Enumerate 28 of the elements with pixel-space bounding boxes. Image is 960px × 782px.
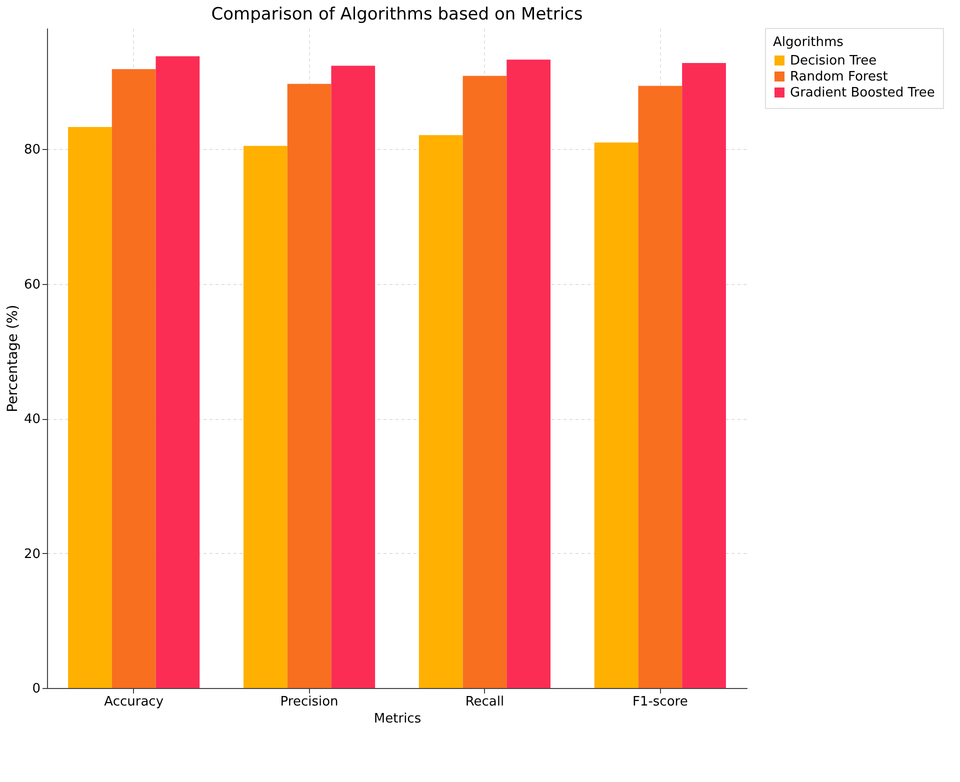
bar xyxy=(156,56,200,688)
chart-title: Comparison of Algorithms based on Metrics xyxy=(211,4,583,24)
legend-title: Algorithms xyxy=(773,35,844,50)
y-tick-label: 0 xyxy=(32,682,40,696)
x-axis-title: Metrics xyxy=(374,712,422,726)
bar xyxy=(638,86,682,688)
y-axis-title: Percentage (%) xyxy=(4,304,21,412)
y-tick-label: 40 xyxy=(24,412,40,428)
bar xyxy=(506,60,551,688)
y-tick-label: 80 xyxy=(24,142,40,158)
bar xyxy=(682,63,726,688)
bar xyxy=(243,146,288,688)
y-tick-label: 20 xyxy=(24,546,40,562)
legend-label: Gradient Boosted Tree xyxy=(790,86,935,100)
bar xyxy=(68,127,112,688)
bar xyxy=(418,135,463,688)
legend-label: Random Forest xyxy=(790,70,888,84)
legend-label: Decision Tree xyxy=(790,54,877,68)
bar xyxy=(331,66,376,688)
x-tick-label: Precision xyxy=(280,694,338,710)
x-tick-label: F1-score xyxy=(632,694,688,710)
bar xyxy=(594,142,638,688)
bar xyxy=(287,84,332,688)
bar xyxy=(462,76,507,688)
bar xyxy=(112,69,156,688)
x-tick-label: Recall xyxy=(465,694,504,710)
x-tick-label: Accuracy xyxy=(104,694,164,710)
y-tick-label: 60 xyxy=(24,277,40,292)
